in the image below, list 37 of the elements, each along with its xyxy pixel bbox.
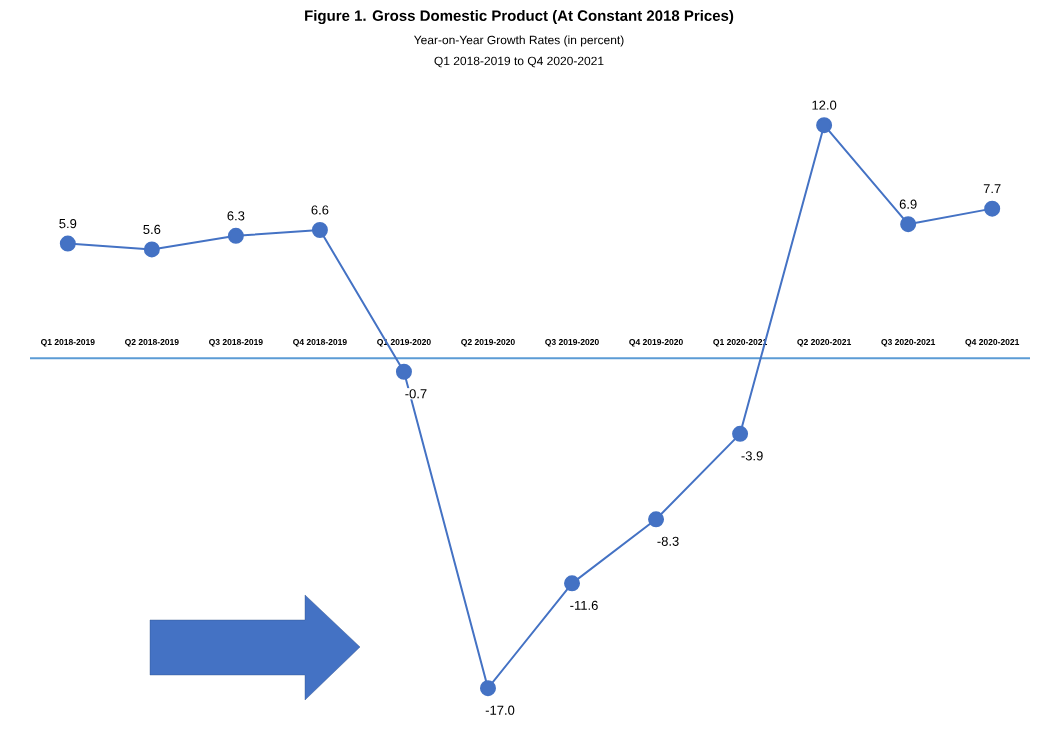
point <box>984 200 1001 217</box>
x-tick-label: Q3 2020-2021 <box>881 339 936 347</box>
data-label: -0.7 <box>405 389 427 399</box>
data-label: 6.9 <box>899 199 917 209</box>
chart-title: Figure 1. Gross Domestic Product (At Constant 2018 Prices) <box>305 9 734 25</box>
data-label: -11.6 <box>570 600 598 610</box>
data-label: -3.9 <box>741 451 763 461</box>
x-tick-label: Q2 2019-2020 <box>461 339 515 347</box>
x-tick-label: Q1 2018-2019 <box>40 339 95 347</box>
x-tick-label: Q4 2020-2021 <box>965 339 1020 347</box>
point <box>59 235 76 252</box>
point <box>227 227 244 244</box>
point <box>479 680 496 697</box>
point <box>564 575 581 592</box>
x-tick-label: Q3 2019-2020 <box>545 339 599 347</box>
x-tick-label: Q2 2018-2019 <box>125 339 179 347</box>
data-label: -8.3 <box>657 536 679 546</box>
data-label: 5.6 <box>143 224 161 235</box>
data-label: 5.9 <box>59 218 77 229</box>
data-label: -17.0 <box>485 705 515 715</box>
x-tick-label: Q4 2018-2019 <box>293 339 347 347</box>
point <box>648 511 665 528</box>
data-label: 12.0 <box>812 100 837 110</box>
data-label: 6.6 <box>311 205 329 215</box>
chart-subtitle: Year-on-Year Growth Rates (in percent) <box>414 35 624 47</box>
point <box>816 117 833 134</box>
x-tick-label: Q4 2019-2020 <box>629 339 683 347</box>
data-label: 7.7 <box>983 184 1001 194</box>
point <box>732 425 749 442</box>
x-tick-label: Q2 2020-2021 <box>797 339 852 347</box>
x-tick-label: Q3 2018-2019 <box>209 339 263 347</box>
text: Q1 2018-2019 to Q4 2020-2021 <box>434 56 604 68</box>
data-label: 6.3 <box>227 211 245 221</box>
point <box>311 221 328 238</box>
point <box>395 363 412 380</box>
point <box>143 241 160 258</box>
point <box>900 216 917 233</box>
